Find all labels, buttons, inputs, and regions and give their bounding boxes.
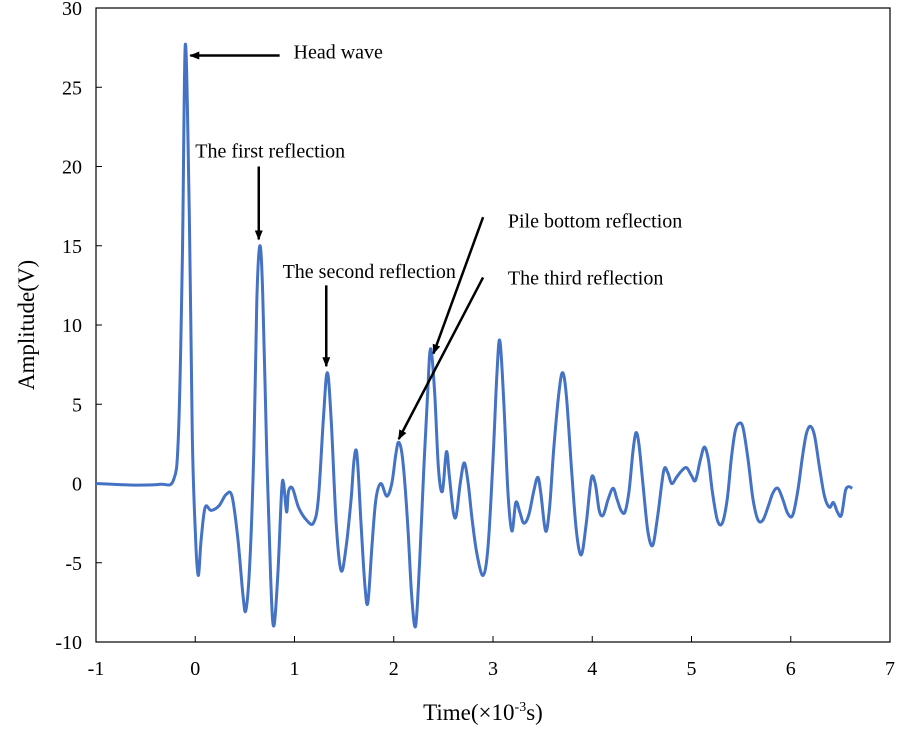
x-tick-label: 3 — [488, 658, 498, 680]
x-tick-labels: -1 0 1 2 3 4 5 6 7 — [88, 658, 895, 680]
annotation-label: The second reflection — [283, 261, 456, 283]
y-tick-label: 15 — [62, 236, 82, 258]
x-axis-title: Time(×10-3s) — [423, 700, 543, 725]
x-tick-label: 6 — [786, 658, 796, 680]
plot-frame — [95, 7, 891, 643]
x-axis-title-main: Time(×10 — [423, 700, 514, 725]
y-tick-label: 0 — [72, 474, 82, 496]
annotation-arrow — [397, 276, 485, 441]
amplitude-line — [95, 42, 854, 629]
y-axis-title: Amplitude(V) — [14, 260, 39, 390]
x-tick-label: 5 — [687, 658, 697, 680]
y-tick-label: 10 — [62, 315, 82, 337]
y-tick-labels: -10 -5 0 5 10 15 20 25 30 — [55, 0, 82, 654]
x-axis-title-sup: -3 — [515, 700, 527, 715]
y-tick-label: 5 — [72, 394, 82, 416]
axis-ticks — [95, 7, 891, 643]
y-tick-label: 20 — [62, 157, 82, 179]
x-tick-label: 4 — [587, 658, 597, 680]
annotation-label: Pile bottom reflection — [508, 210, 682, 232]
y-tick-label: 30 — [62, 0, 82, 20]
x-tick-label: 0 — [190, 658, 200, 680]
y-tick-label: -10 — [55, 632, 82, 654]
x-tick-label: 2 — [389, 658, 399, 680]
annotation-label: The first reflection — [195, 141, 345, 163]
y-tick-label: -5 — [65, 553, 82, 575]
y-tick-label: 25 — [62, 77, 82, 99]
annotations: Head wave The first reflection The second … — [189, 42, 682, 441]
annotation-label: Head wave — [294, 42, 384, 64]
series-group — [95, 42, 854, 629]
annotation-label: The third reflection — [508, 267, 664, 289]
x-tick-label: 7 — [885, 658, 895, 680]
x-tick-label: 1 — [290, 658, 300, 680]
x-tick-label: -1 — [88, 658, 105, 680]
annotation-arrow — [432, 216, 485, 355]
x-axis-title-tail: s) — [526, 700, 543, 725]
